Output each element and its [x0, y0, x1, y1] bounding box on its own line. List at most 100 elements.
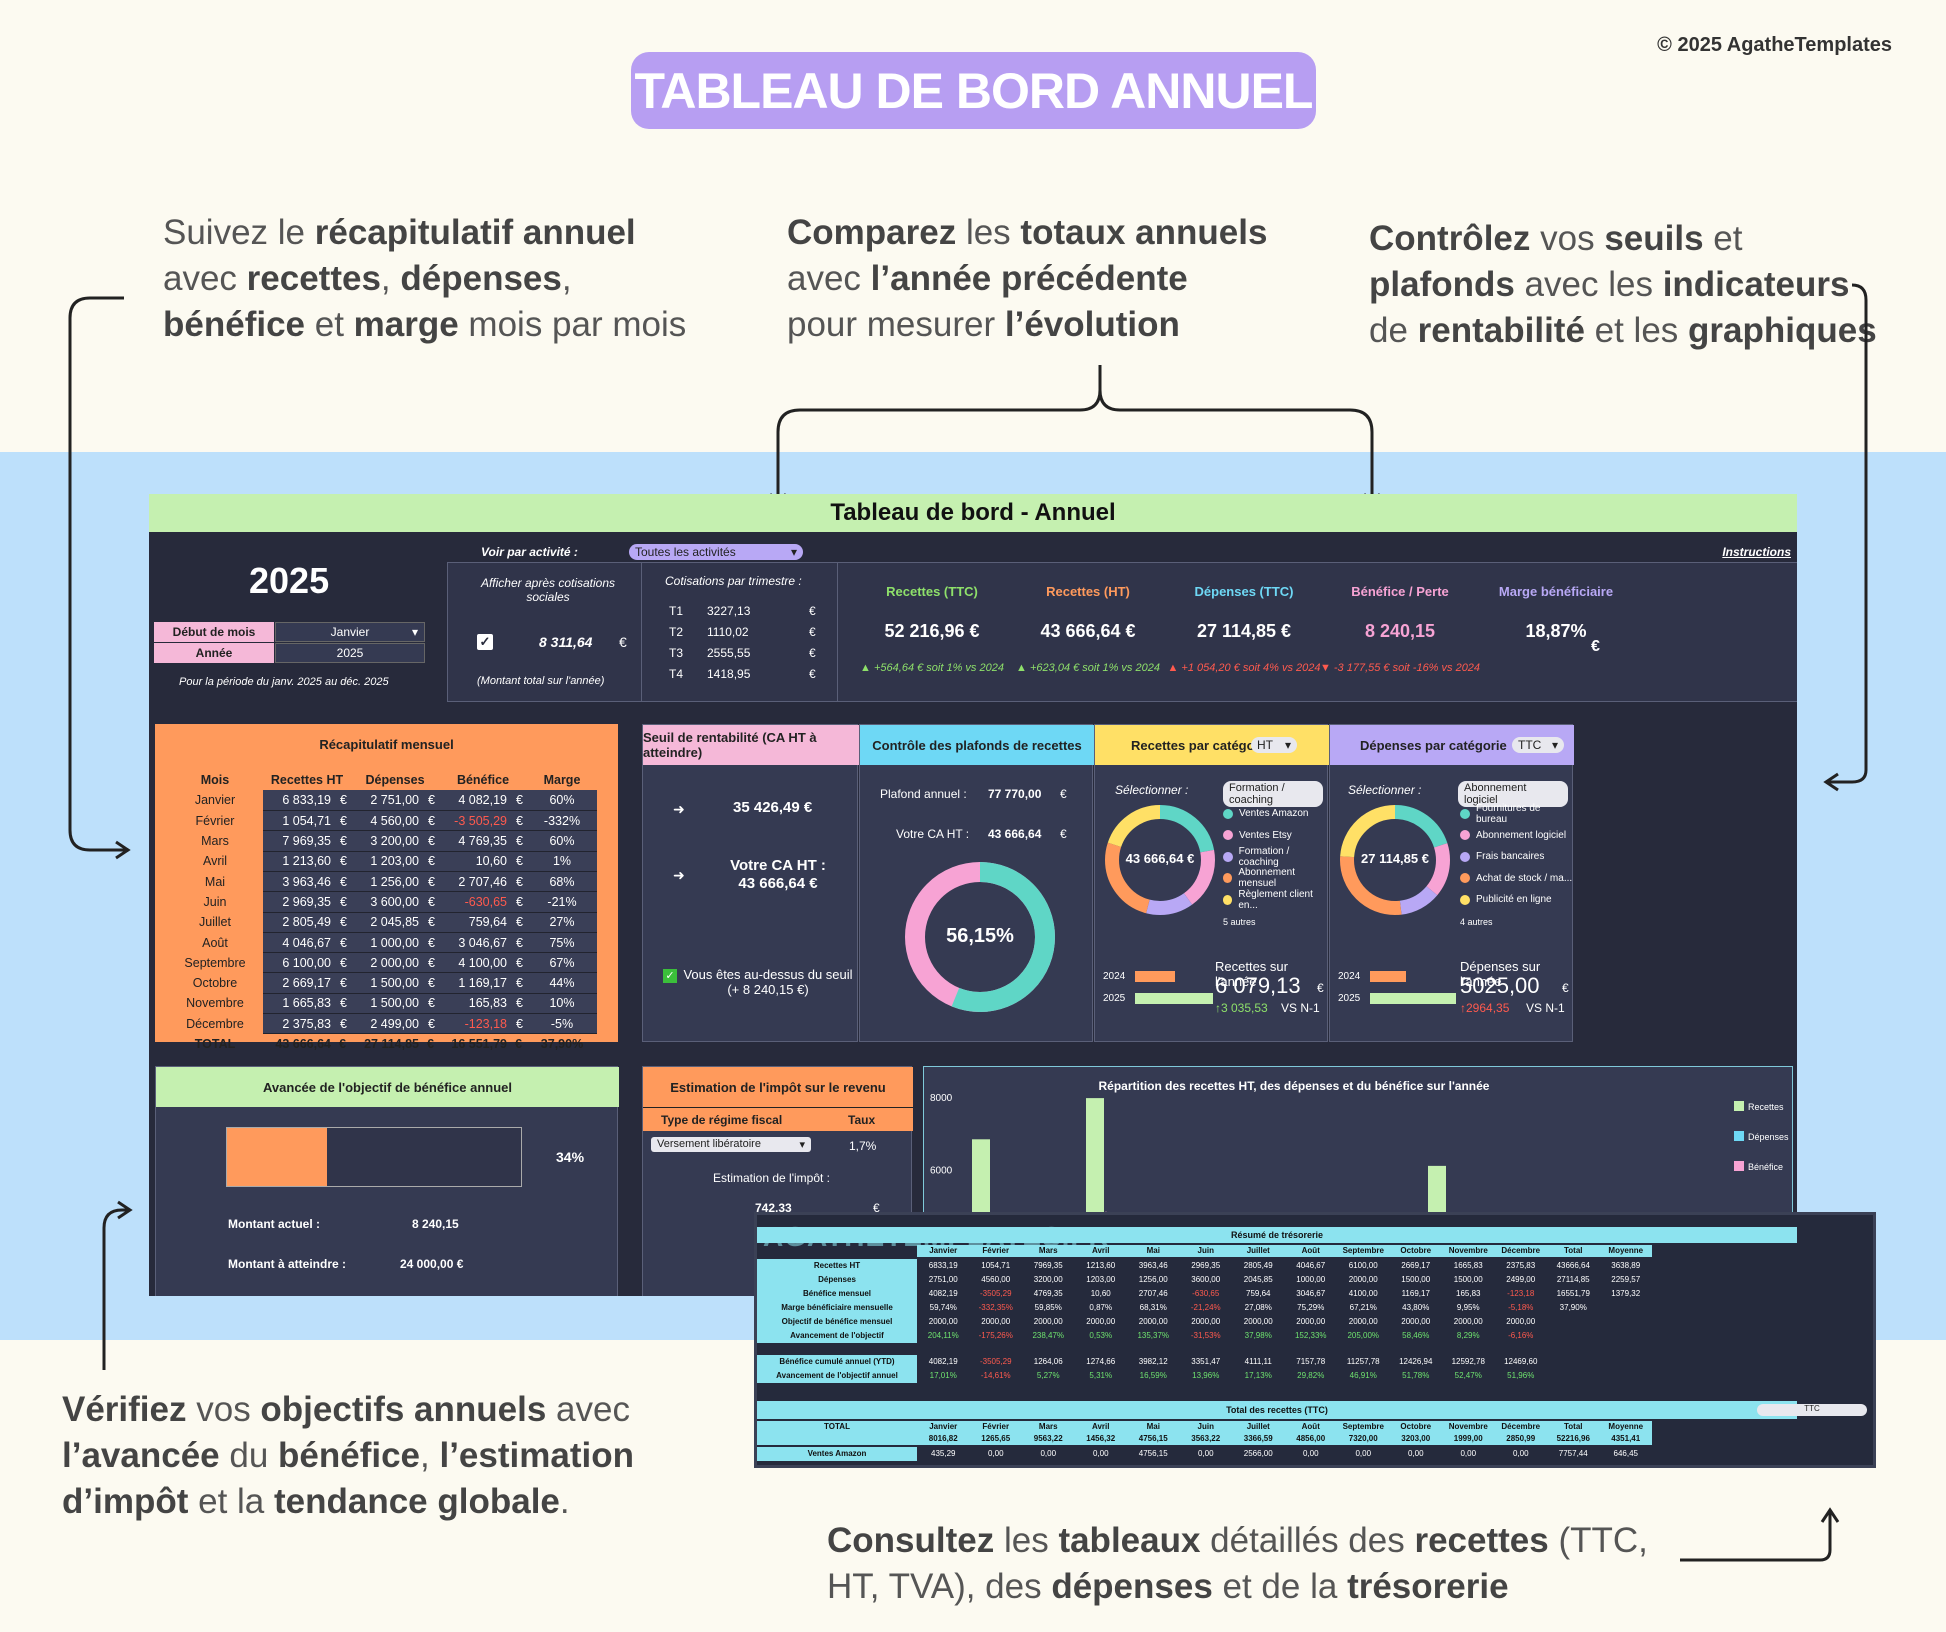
legend-item: Fournitures de bureau: [1460, 803, 1574, 825]
rec-delta: ↑3 035,53: [1215, 1001, 1268, 1015]
kpi-label: Recettes (TTC): [886, 584, 978, 599]
recap-cell: 6 833,19: [263, 790, 335, 812]
sheet-cell: 0,00: [1302, 1449, 1319, 1458]
sheet-cell: 16,59%: [1139, 1371, 1167, 1380]
impot-est-label: Estimation de l'impôt :: [713, 1171, 831, 1185]
recap-marge: -21%: [527, 891, 597, 913]
recap-total-label: TOTAL: [194, 1037, 236, 1051]
sheet-cell: -6,16%: [1508, 1331, 1534, 1340]
rec-cat-select[interactable]: Formation / coaching: [1223, 781, 1323, 807]
caption-line: bénéfice et marge mois par mois: [163, 302, 686, 348]
objectif-progress-fill: [227, 1128, 327, 1186]
sheet-cell: 7157,78: [1296, 1357, 1326, 1366]
annee-input[interactable]: 2025: [275, 643, 425, 663]
recap-cell: -123,18: [439, 1013, 511, 1035]
sheet-cell: 4756,15: [1127, 1433, 1180, 1445]
recap-cell: 1 500,00: [351, 993, 423, 1015]
caption-text: et de la: [1212, 1567, 1348, 1606]
debut-select[interactable]: Janvier ▾: [275, 622, 425, 642]
arrow-right-icon: ➜: [673, 867, 685, 883]
sheet-cell: 1213,60: [1086, 1261, 1116, 1270]
sheet-cell: -21,24%: [1190, 1303, 1221, 1312]
plafond-ca-value: 43 666,64: [988, 827, 1042, 841]
legend-swatch: [1460, 851, 1470, 862]
sheet-cell: 4100,00: [1348, 1289, 1378, 1298]
euro: €: [335, 810, 351, 832]
sheet-cell: 1999,00: [1442, 1433, 1495, 1445]
regime-select[interactable]: Versement libératoire ▾: [651, 1137, 811, 1152]
caption-text: et la: [188, 1482, 274, 1521]
arrow-bracket-icon: [776, 365, 1102, 502]
caption-line: avec recettes, dépenses,: [163, 256, 686, 302]
legend-swatch: [1223, 873, 1233, 884]
activity-select[interactable]: Toutes les activités ▾: [629, 544, 803, 560]
sheet-month-header: Janvier: [917, 1421, 970, 1433]
instructions-link[interactable]: Instructions: [1722, 545, 1791, 559]
sheet-cell: -332,35%: [978, 1303, 1013, 1312]
rec-sel-label: Sélectionner :: [1115, 783, 1189, 797]
sheet-cell: 2751,00: [928, 1275, 958, 1284]
dep-cat-title: Dépenses par catégorie: [1330, 725, 1574, 765]
sheet-cell: 3963,46: [1138, 1261, 1168, 1270]
caption-bold: graphiques: [1688, 311, 1877, 350]
dep-cat-center: 27 114,85 €: [1361, 851, 1429, 866]
tresorerie-sheet: AGATHETEMPLATES.FR Résumé de trésorerie …: [754, 1212, 1876, 1468]
sheet-month-header: Novembre: [1442, 1421, 1495, 1433]
recap-month: Juin: [203, 894, 227, 909]
euro: €: [809, 625, 816, 639]
sheet-cell: 52216,96: [1547, 1433, 1600, 1445]
caption-text: et: [1703, 219, 1743, 258]
euro: €: [423, 871, 439, 893]
caption-bold: tendance globale: [273, 1482, 560, 1521]
sheet-month-header: Février: [969, 1421, 1022, 1433]
sheet-cell: 4111,11: [1244, 1357, 1272, 1366]
recap-month: Mars: [201, 834, 229, 849]
dep-mode-select[interactable]: TTC ▾: [1512, 737, 1564, 753]
euro: €: [515, 1037, 522, 1052]
caption-line: Suivez le récapitulatif annuel: [163, 210, 686, 256]
sheet-cell: 43666,64: [1556, 1261, 1590, 1270]
recap-marge: 68%: [527, 871, 597, 893]
euro: €: [335, 932, 351, 954]
dep-y2025: 2025: [1338, 993, 1361, 1004]
kpi-card: Recettes (HT) 43 666,64 € ▲ +623,04 € soit…: [1003, 584, 1173, 674]
recap-total-cell: 16 551,79: [451, 1037, 507, 1052]
caption-bold: récapitulatif annuel: [314, 213, 636, 252]
rec-mode-select[interactable]: HT ▾: [1251, 737, 1297, 753]
cotis-checkbox[interactable]: ✓: [477, 634, 493, 650]
sheet-total-row: 8016,82 1265,65 9563,22 1456,32 4756,15 3563,…: [757, 1433, 1652, 1445]
caption-text: et: [305, 305, 354, 344]
recap-cell: 2 707,46: [439, 871, 511, 893]
dep-cat-select[interactable]: Abonnement logiciel: [1458, 781, 1568, 807]
euro: €: [809, 604, 816, 618]
table-row: Octobre 2 669,17 €1 500,00 €1 169,17 €44%: [167, 972, 597, 994]
sheet-cell: 3351,47: [1191, 1357, 1221, 1366]
legend-label: Formation / coaching: [1238, 845, 1290, 868]
legend-label: Bénéfice: [1748, 1162, 1783, 1172]
sheet-cell: 4351,41: [1599, 1433, 1652, 1445]
dep-autres: 4 autres: [1460, 917, 1493, 927]
caption-bold: Comparez: [787, 213, 957, 252]
kpi-value: 52 216,96 €: [884, 621, 980, 641]
euro: €: [423, 830, 439, 852]
caption-bold: Vérifiez: [62, 1390, 187, 1429]
legend-label: Abonnement logiciel: [1476, 829, 1567, 841]
recap-cell: 2 045,85: [351, 912, 423, 933]
dep-cat-select-value: Abonnement logiciel: [1464, 782, 1527, 806]
recap-cell: 3 200,00: [351, 830, 423, 852]
caption-bold: l’année précédente: [870, 259, 1188, 298]
euro: €: [1317, 981, 1324, 995]
recap-cell: 1 169,17: [439, 972, 511, 994]
total-mode-select[interactable]: TTC: [1757, 1404, 1867, 1416]
sheet-cell: 0,00: [1407, 1449, 1424, 1458]
sheet-cell: -3505,29: [979, 1357, 1012, 1366]
sheet-cell: 68,31%: [1139, 1303, 1167, 1312]
legend-item: Frais bancaires: [1460, 846, 1574, 868]
sheet-row-label: Objectif de bénéfice mensuel: [757, 1315, 917, 1329]
sheet-cell: 8,29%: [1456, 1331, 1480, 1340]
rec-bar-2024: [1135, 971, 1175, 982]
donut-slice: [1340, 805, 1450, 915]
legend-item: Règlement client en...: [1223, 889, 1329, 911]
sheet-cell: 7969,35: [1033, 1261, 1063, 1270]
donut-slice: [1340, 805, 1450, 915]
